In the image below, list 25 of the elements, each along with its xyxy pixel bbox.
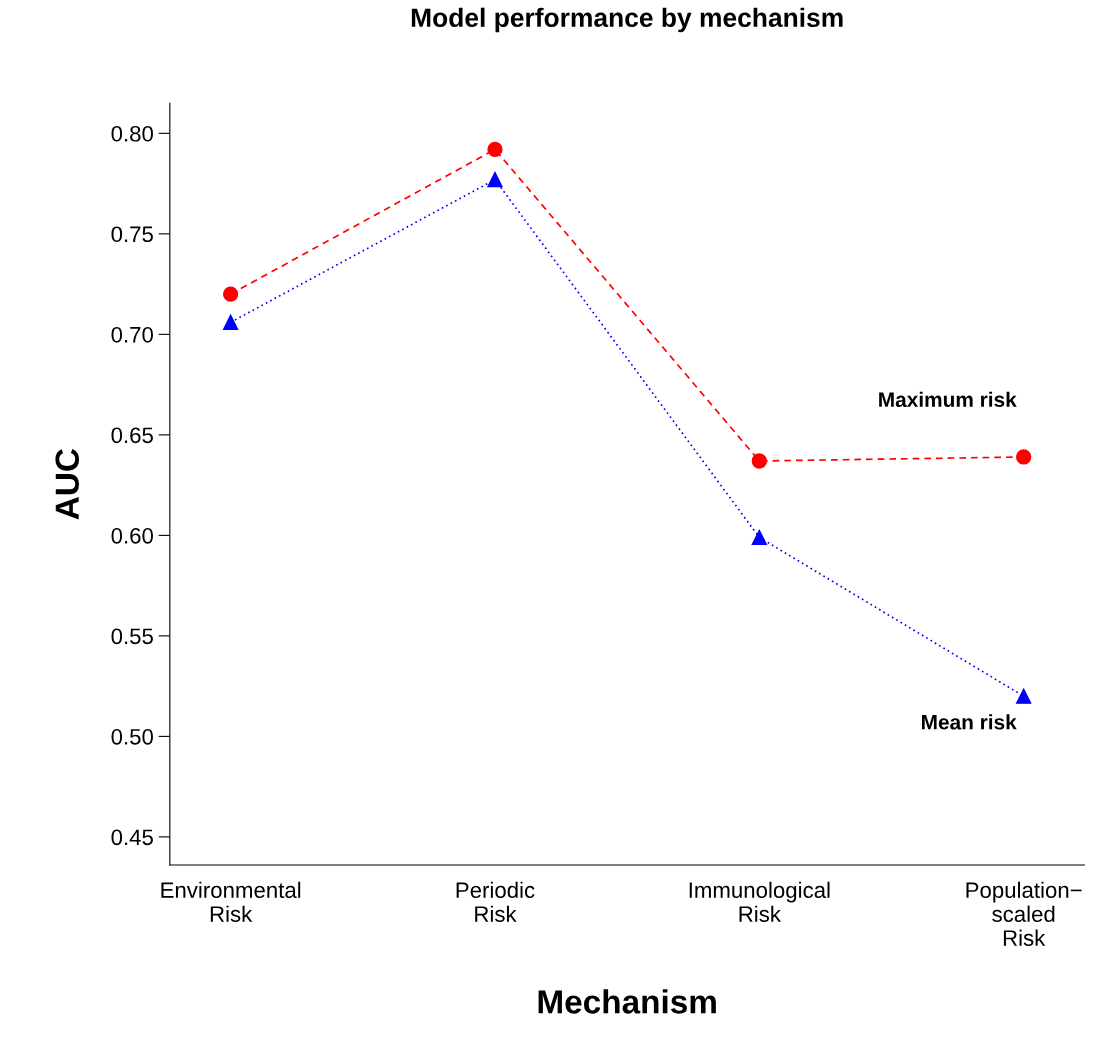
point bbox=[487, 171, 503, 188]
y-tick-label: 0.60 bbox=[111, 527, 153, 544]
point bbox=[1016, 688, 1032, 704]
point bbox=[487, 141, 503, 158]
y-tick-label: 0.65 bbox=[111, 427, 153, 444]
point bbox=[222, 314, 239, 330]
y-tick-label: 0.75 bbox=[111, 226, 153, 243]
text: Maximum risk bbox=[879, 391, 1017, 408]
y-tick-label: 0.70 bbox=[111, 326, 153, 343]
y-tick-label: 0.55 bbox=[111, 628, 153, 645]
x-tick-label: Environmental Risk bbox=[161, 881, 301, 922]
series-label: Mean risk bbox=[922, 714, 1017, 730]
point bbox=[751, 529, 767, 546]
x-tick-label: Population− scaled Risk bbox=[966, 881, 1082, 946]
point bbox=[222, 286, 239, 302]
y-tick-label: 0.50 bbox=[111, 728, 153, 745]
chart-title: Model performance by mechanism bbox=[411, 7, 843, 33]
x-axis-title: Mechanism bbox=[538, 989, 716, 1014]
point bbox=[751, 453, 767, 469]
point bbox=[1016, 449, 1032, 465]
y-tick-label: 0.45 bbox=[111, 829, 153, 846]
y-axis-title: AUC bbox=[55, 448, 80, 520]
x-tick-label: Immunological Risk bbox=[689, 881, 830, 922]
y-tick-label: 0.80 bbox=[111, 125, 153, 142]
x-tick-label: Periodic Risk bbox=[456, 881, 535, 922]
